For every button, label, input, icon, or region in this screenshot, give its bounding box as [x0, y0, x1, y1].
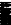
Text: (a): (a): [0, 10, 11, 25]
Line: $K$=0.3: $K$=0.3: [1, 20, 10, 25]
$K$=0.7: [3, 5, 4, 6]
Line: $K$=0.7: $K$=0.7: [1, 8, 10, 20]
Text: (b): (b): [0, 17, 11, 25]
Legend: $K$=0.3, $K$=0.7, $K$=1.0: $K$=0.3, $K$=0.7, $K$=1.0: [0, 17, 3, 25]
Line: $K$=1.0: $K$=1.0: [1, 13, 10, 25]
Line: $K$=1.0: $K$=1.0: [1, 3, 10, 9]
Line: $K$=1.0: $K$=1.0: [1, 6, 10, 20]
Line: $K$=0.7: $K$=0.7: [1, 15, 10, 25]
Line: $K$=0.3: $K$=0.3: [1, 5, 10, 9]
Line: $K$=0.7: $K$=0.7: [1, 4, 10, 9]
Text: (c): (c): [0, 23, 11, 25]
$K$=0.3: [3, 12, 4, 13]
Legend: $K$=0.3, $K$=0.7, $K$=1.0: $K$=0.3, $K$=0.7, $K$=1.0: [0, 10, 3, 25]
Line: $K$=0.3: $K$=0.3: [1, 13, 10, 20]
Legend: $K$=0.3, $K$=0.7, $K$=1.0: $K$=0.3, $K$=0.7, $K$=1.0: [0, 24, 3, 25]
